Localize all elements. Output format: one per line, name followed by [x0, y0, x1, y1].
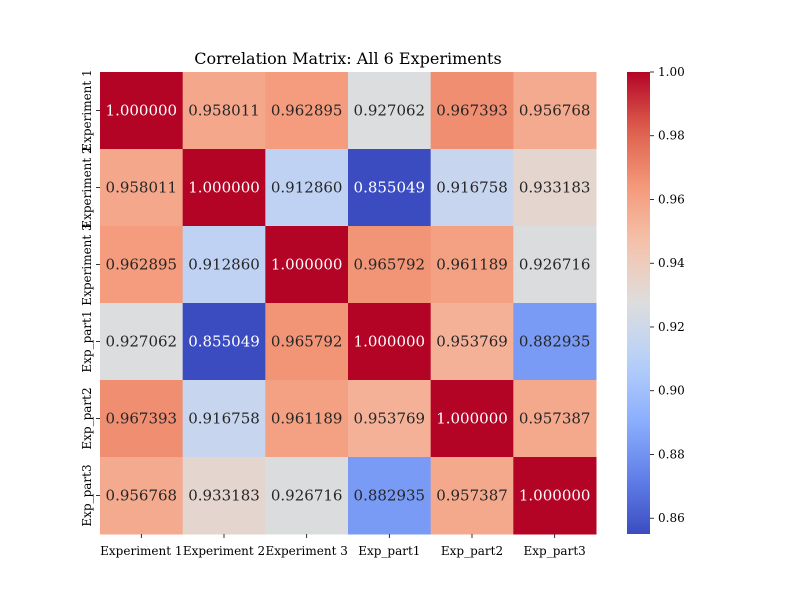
cell-value-label: 1.000000	[188, 179, 260, 197]
cell-value-label: 0.855049	[354, 179, 426, 197]
heatmap-cell	[265, 303, 349, 381]
heatmap-cell	[430, 72, 514, 150]
cell-value-label: 0.957387	[519, 410, 591, 428]
heatmap-cell	[100, 72, 184, 150]
colorbar-tick-label: 1.00	[658, 65, 685, 79]
cell-value-label: 0.956768	[519, 102, 591, 120]
heatmap-cell	[513, 226, 597, 304]
y-tick-label: Experiment 2	[80, 146, 94, 228]
cell-value-label: 0.882935	[519, 333, 591, 351]
cell-value-label: 1.000000	[354, 333, 426, 351]
cell-value-label: 0.965792	[271, 333, 343, 351]
x-tick-label: Exp_part1	[358, 544, 420, 558]
colorbar-tick-label: 0.96	[658, 192, 685, 206]
cell-value-label: 0.912860	[271, 179, 343, 197]
cell-value-label: 0.958011	[188, 102, 260, 120]
y-tick-label: Exp_part3	[80, 464, 94, 526]
heatmap-cell	[265, 72, 349, 150]
cell-value-label: 0.926716	[271, 487, 343, 505]
cell-value-label: 0.956768	[106, 487, 178, 505]
cell-value-label: 0.961189	[436, 256, 508, 274]
heatmap-cell	[348, 457, 432, 535]
heatmap-cell	[513, 380, 597, 458]
cell-value-label: 1.000000	[519, 487, 591, 505]
x-tick-label: Exp_part2	[441, 544, 503, 558]
cell-value-label: 0.927062	[354, 102, 426, 120]
cell-value-label: 0.965792	[354, 256, 426, 274]
heatmap-cell	[513, 149, 597, 227]
heatmap-cell	[513, 457, 597, 535]
heatmap-cell	[348, 72, 432, 150]
cell-value-label: 0.855049	[188, 333, 260, 351]
cell-value-label: 0.953769	[436, 333, 508, 351]
cell-value-label: 0.958011	[106, 179, 178, 197]
heatmap-cell	[430, 457, 514, 535]
cell-value-label: 0.933183	[188, 487, 260, 505]
y-tick-label: Exp_part2	[80, 387, 94, 449]
cell-value-label: 1.000000	[106, 102, 178, 120]
x-tick-label: Experiment 1	[100, 544, 182, 558]
heatmap-cell	[265, 380, 349, 458]
heatmap-cell	[100, 226, 184, 304]
cell-value-label: 0.957387	[436, 487, 508, 505]
heatmap-cell	[100, 303, 184, 381]
cell-value-label: 0.962895	[106, 256, 178, 274]
heatmap-cell	[265, 149, 349, 227]
colorbar-tick-label: 0.90	[658, 384, 685, 398]
heatmap-cell	[100, 149, 184, 227]
cell-value-label: 1.000000	[436, 410, 508, 428]
heatmap-cell	[182, 72, 266, 150]
heatmap-cell	[182, 226, 266, 304]
x-axis-ticks: Experiment 1 Experiment 2 Experiment 3 Exp_…	[100, 534, 586, 558]
colorbar-tick-label: 0.92	[658, 320, 685, 334]
heatmap-cell	[348, 380, 432, 458]
heatmap-cell	[182, 380, 266, 458]
y-tick-label: Exp_part1	[80, 310, 94, 372]
heatmap-cell	[348, 303, 432, 381]
cell-value-label: 0.927062	[106, 333, 178, 351]
x-tick-label: Experiment 3	[265, 544, 347, 558]
heatmap-cells: 1.000000 0.958011 0.962895 0.927062 0.967393…	[100, 72, 597, 535]
colorbar-tick-label: 0.88	[658, 447, 685, 461]
heatmap-cell	[100, 457, 184, 535]
heatmap-cell	[513, 72, 597, 150]
heatmap-cell	[265, 457, 349, 535]
heatmap-cell	[348, 149, 432, 227]
heatmap-cell	[513, 303, 597, 381]
chart-title: Correlation Matrix: All 6 Experiments	[194, 49, 501, 68]
cell-value-label: 0.912860	[188, 256, 260, 274]
heatmap-cell	[430, 149, 514, 227]
cell-value-label: 0.961189	[271, 410, 343, 428]
heatmap-cell	[182, 457, 266, 535]
x-tick-label: Experiment 2	[183, 544, 265, 558]
colorbar-tick-label: 0.98	[658, 129, 685, 143]
cell-value-label: 1.000000	[271, 256, 343, 274]
y-tick-label: Experiment 3	[80, 223, 94, 305]
cell-value-label: 0.967393	[106, 410, 178, 428]
heatmap-cell	[265, 226, 349, 304]
cell-value-label: 0.953769	[354, 410, 426, 428]
heatmap-cell	[430, 380, 514, 458]
colorbar: 1.00 0.98 0.96 0.94 0.92 0.90 0.88 0.86	[627, 65, 685, 534]
heatmap-cell	[348, 226, 432, 304]
cell-value-label: 0.926716	[519, 256, 591, 274]
y-tick-label: Experiment 1	[80, 69, 94, 151]
colorbar-tick-label: 0.94	[658, 256, 685, 270]
cell-value-label: 0.882935	[354, 487, 426, 505]
heatmap-cell	[100, 380, 184, 458]
cell-value-label: 0.962895	[271, 102, 343, 120]
x-tick-label: Exp_part3	[524, 544, 586, 558]
cell-value-label: 0.933183	[519, 179, 591, 197]
heatmap-cell	[430, 226, 514, 304]
colorbar-gradient	[627, 72, 650, 534]
cell-value-label: 0.916758	[188, 410, 260, 428]
cell-value-label: 0.967393	[436, 102, 508, 120]
heatmap-cell	[430, 303, 514, 381]
cell-value-label: 0.916758	[436, 179, 508, 197]
colorbar-tick-label: 0.86	[658, 511, 685, 525]
heatmap-cell	[182, 149, 266, 227]
heatmap-cell	[182, 303, 266, 381]
